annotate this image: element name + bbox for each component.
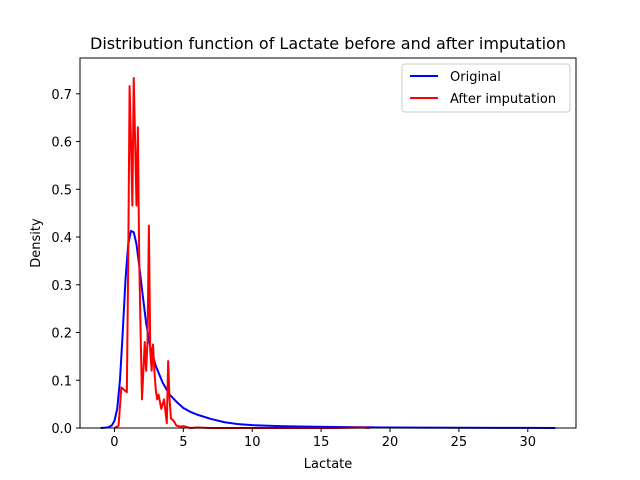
y-axis-ticks: 0.0 0.1 0.2 0.3 0.4 0.5 0.6 0.7 <box>51 88 80 437</box>
y-tick-label: 0.4 <box>51 231 72 246</box>
y-tick-label: 0.1 <box>51 374 72 389</box>
legend-label-after-imputation: After imputation <box>450 92 556 107</box>
x-axis-label: Lactate <box>304 457 353 472</box>
x-tick-label: 25 <box>451 435 468 450</box>
x-axis-ticks: 0 5 10 15 20 25 30 <box>110 428 536 450</box>
x-tick-label: 30 <box>520 435 537 450</box>
x-tick-label: 15 <box>313 435 330 450</box>
y-tick-label: 0.0 <box>51 422 72 437</box>
y-axis-label: Density <box>29 218 44 268</box>
y-tick-label: 0.6 <box>51 136 72 151</box>
legend-box <box>401 63 571 113</box>
chart-title: Distribution function of Lactate before … <box>90 34 566 53</box>
plot-frame <box>79 57 577 429</box>
legend: Original After imputation <box>401 63 571 113</box>
x-tick-label: 0 <box>110 435 118 450</box>
x-tick-label: 5 <box>179 435 187 450</box>
y-tick-label: 0.2 <box>51 327 72 342</box>
y-tick-label: 0.3 <box>51 279 72 294</box>
legend-label-original: Original <box>450 70 501 85</box>
x-tick-label: 10 <box>244 435 261 450</box>
plot-lines <box>100 77 556 429</box>
y-tick-label: 0.7 <box>51 88 72 103</box>
y-tick-label: 0.5 <box>51 183 72 198</box>
series-line-after-imputation <box>113 77 370 429</box>
x-tick-label: 20 <box>382 435 399 450</box>
